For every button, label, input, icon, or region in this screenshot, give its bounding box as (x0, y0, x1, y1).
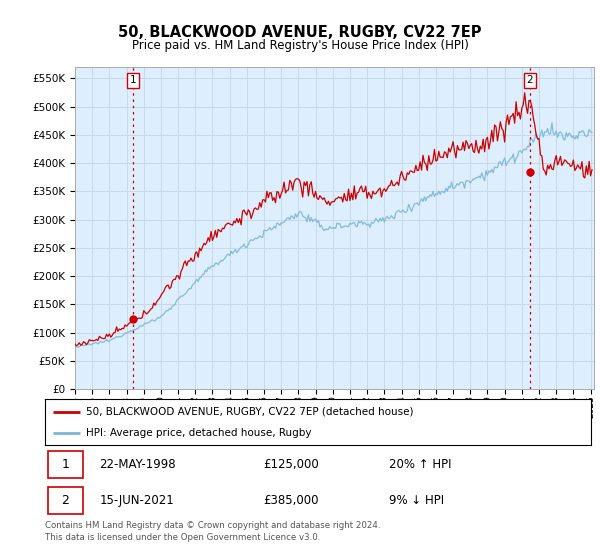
Text: 20% ↑ HPI: 20% ↑ HPI (389, 458, 451, 471)
Text: £125,000: £125,000 (263, 458, 319, 471)
FancyBboxPatch shape (48, 451, 83, 478)
Text: 22-MAY-1998: 22-MAY-1998 (100, 458, 176, 471)
FancyBboxPatch shape (48, 487, 83, 514)
Text: 2: 2 (526, 75, 533, 85)
Text: £385,000: £385,000 (263, 494, 319, 507)
Text: 1: 1 (130, 75, 136, 85)
Text: 50, BLACKWOOD AVENUE, RUGBY, CV22 7EP (detached house): 50, BLACKWOOD AVENUE, RUGBY, CV22 7EP (d… (86, 407, 413, 417)
Text: 50, BLACKWOOD AVENUE, RUGBY, CV22 7EP: 50, BLACKWOOD AVENUE, RUGBY, CV22 7EP (118, 25, 482, 40)
Text: 15-JUN-2021: 15-JUN-2021 (100, 494, 175, 507)
Text: 2: 2 (61, 494, 69, 507)
Text: Price paid vs. HM Land Registry's House Price Index (HPI): Price paid vs. HM Land Registry's House … (131, 39, 469, 53)
Text: Contains HM Land Registry data © Crown copyright and database right 2024.
This d: Contains HM Land Registry data © Crown c… (45, 521, 380, 542)
Text: HPI: Average price, detached house, Rugby: HPI: Average price, detached house, Rugb… (86, 428, 311, 438)
Text: 9% ↓ HPI: 9% ↓ HPI (389, 494, 444, 507)
Text: 1: 1 (61, 458, 69, 471)
